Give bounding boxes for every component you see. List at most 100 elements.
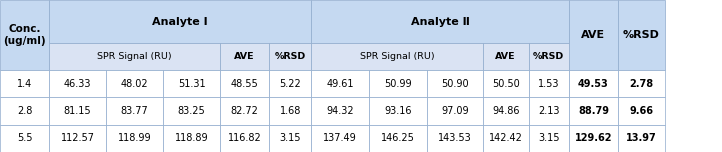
Bar [483, 43, 529, 70]
Text: 83.77: 83.77 [121, 106, 149, 116]
Bar [569, 97, 618, 125]
Bar [49, 0, 311, 43]
Text: 50.50: 50.50 [492, 79, 520, 89]
Text: %RSD: %RSD [533, 52, 565, 61]
Text: AVE: AVE [581, 30, 606, 40]
Bar [49, 70, 106, 97]
Text: 137.49: 137.49 [323, 133, 357, 143]
Bar [483, 125, 529, 152]
Bar [529, 70, 569, 97]
Text: Analyte Ⅱ: Analyte Ⅱ [411, 17, 469, 27]
Text: %RSD: %RSD [623, 30, 660, 40]
Text: 46.33: 46.33 [64, 79, 92, 89]
Bar [311, 97, 369, 125]
Text: 118.99: 118.99 [118, 133, 152, 143]
Bar [529, 97, 569, 125]
Text: 5.5: 5.5 [17, 133, 32, 143]
Bar [269, 97, 311, 125]
Bar [427, 125, 483, 152]
Text: 143.53: 143.53 [438, 133, 471, 143]
Bar [369, 97, 427, 125]
Text: 146.25: 146.25 [381, 133, 414, 143]
Bar [49, 43, 220, 70]
Text: 116.82: 116.82 [228, 133, 261, 143]
Text: 97.09: 97.09 [441, 106, 469, 116]
Bar [220, 125, 269, 152]
Bar [311, 70, 369, 97]
Bar [618, 70, 665, 97]
Text: 142.42: 142.42 [489, 133, 523, 143]
Text: 50.90: 50.90 [441, 79, 469, 89]
Bar [49, 97, 106, 125]
Text: 9.66: 9.66 [630, 106, 653, 116]
Text: 3.15: 3.15 [279, 133, 301, 143]
Bar [0, 125, 49, 152]
Text: 2.78: 2.78 [630, 79, 653, 89]
Bar [269, 43, 311, 70]
Bar [569, 70, 618, 97]
Bar [220, 97, 269, 125]
Bar [269, 70, 311, 97]
Text: 1.4: 1.4 [17, 79, 32, 89]
Text: 82.72: 82.72 [231, 106, 258, 116]
Text: 88.79: 88.79 [578, 106, 609, 116]
Bar [106, 97, 163, 125]
Bar [311, 125, 369, 152]
Bar [0, 0, 49, 70]
Bar [483, 70, 529, 97]
Bar [529, 125, 569, 152]
Text: Conc.
(ug/ml): Conc. (ug/ml) [3, 24, 46, 46]
Bar [220, 70, 269, 97]
Bar [106, 125, 163, 152]
Text: SPR Signal (RU): SPR Signal (RU) [360, 52, 435, 61]
Text: 118.89: 118.89 [175, 133, 209, 143]
Text: 81.15: 81.15 [64, 106, 92, 116]
Bar [569, 0, 618, 70]
Bar [618, 125, 665, 152]
Bar [220, 43, 269, 70]
Text: 93.16: 93.16 [384, 106, 412, 116]
Bar [311, 0, 569, 43]
Text: 5.22: 5.22 [279, 79, 301, 89]
Text: 51.31: 51.31 [178, 79, 206, 89]
Bar [618, 0, 665, 70]
Text: AVE: AVE [235, 52, 255, 61]
Text: 83.25: 83.25 [178, 106, 206, 116]
Bar [618, 97, 665, 125]
Text: 1.68: 1.68 [279, 106, 301, 116]
Text: 2.13: 2.13 [538, 106, 560, 116]
Bar [0, 70, 49, 97]
Bar [106, 70, 163, 97]
Text: 50.99: 50.99 [384, 79, 412, 89]
Text: 94.32: 94.32 [326, 106, 354, 116]
Bar [49, 125, 106, 152]
Text: 94.86: 94.86 [492, 106, 520, 116]
Bar [369, 125, 427, 152]
Text: 49.61: 49.61 [326, 79, 354, 89]
Bar [569, 125, 618, 152]
Text: 1.53: 1.53 [538, 79, 560, 89]
Text: 2.8: 2.8 [17, 106, 32, 116]
Bar [0, 97, 49, 125]
Text: 13.97: 13.97 [626, 133, 657, 143]
Text: 49.53: 49.53 [578, 79, 609, 89]
Bar [369, 70, 427, 97]
Text: 48.02: 48.02 [121, 79, 149, 89]
Text: AVE: AVE [495, 52, 516, 61]
Bar [163, 125, 220, 152]
Text: 129.62: 129.62 [575, 133, 612, 143]
Text: 48.55: 48.55 [231, 79, 258, 89]
Bar [529, 43, 569, 70]
Bar [163, 97, 220, 125]
Text: SPR Signal (RU): SPR Signal (RU) [97, 52, 172, 61]
Bar [483, 97, 529, 125]
Bar [427, 70, 483, 97]
Bar [269, 125, 311, 152]
Bar [427, 97, 483, 125]
Text: %RSD: %RSD [274, 52, 306, 61]
Text: Analyte Ⅰ: Analyte Ⅰ [152, 17, 208, 27]
Text: 3.15: 3.15 [538, 133, 560, 143]
Text: 112.57: 112.57 [61, 133, 95, 143]
Bar [163, 70, 220, 97]
Bar [311, 43, 483, 70]
